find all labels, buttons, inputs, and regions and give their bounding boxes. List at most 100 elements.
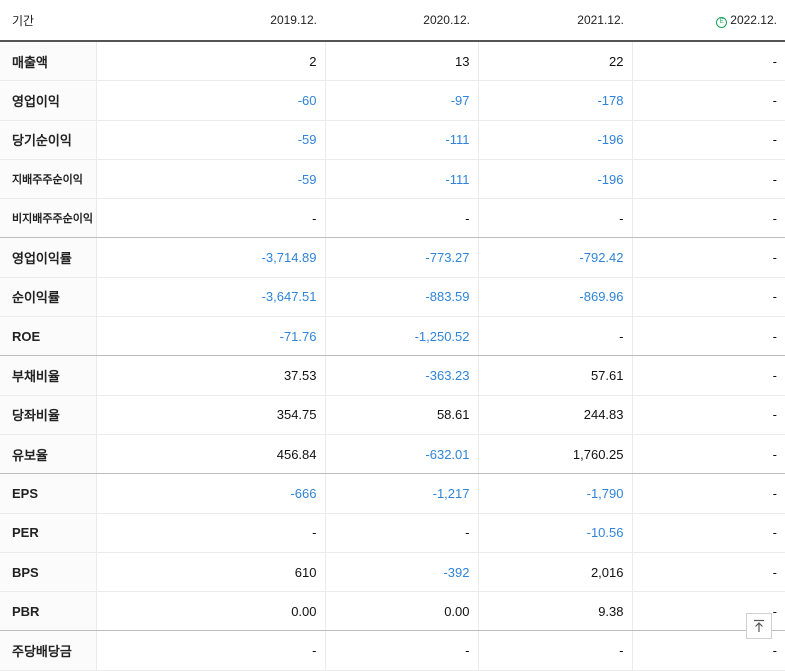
row-value: 0.00 bbox=[324, 591, 478, 632]
period-2020: 2020.12. bbox=[325, 0, 478, 42]
row-value: -97 bbox=[324, 80, 478, 121]
row-value: -883.59 bbox=[324, 277, 478, 318]
row-value: -60 bbox=[95, 80, 325, 121]
row-value: -59 bbox=[95, 159, 325, 200]
row-value: - bbox=[324, 513, 478, 553]
row-value: 37.53 bbox=[95, 355, 325, 396]
row-value: 1,760.25 bbox=[477, 434, 632, 475]
row-value: 2,016 bbox=[477, 552, 632, 593]
row-value: 0.00 bbox=[95, 591, 325, 632]
row-value: 9.38 bbox=[477, 591, 632, 632]
table-row: 영업이익 -60 -97 -178- bbox=[0, 80, 785, 121]
row-label: 당기순이익 bbox=[0, 120, 96, 160]
table-row: 영업이익률 -3,714.89 -773.27 -792.42- bbox=[0, 237, 785, 278]
row-value: -71.76 bbox=[95, 316, 325, 357]
row-value: 2 bbox=[95, 41, 325, 82]
row-value: - bbox=[631, 41, 785, 82]
row-value: - bbox=[631, 80, 785, 121]
row-value: 57.61 bbox=[477, 355, 632, 396]
table-row: BPS 610 -392 2,016- bbox=[0, 552, 785, 593]
row-value: -792.42 bbox=[477, 237, 632, 278]
row-label: 영업이익률 bbox=[0, 237, 96, 278]
row-value: - bbox=[95, 630, 325, 671]
row-label: 매출액 bbox=[0, 41, 96, 82]
row-value: - bbox=[631, 473, 785, 514]
row-value: -363.23 bbox=[324, 355, 478, 396]
table-row: 순이익률 -3,647.51 -883.59 -869.96- bbox=[0, 277, 785, 318]
row-label: 주당배당금 bbox=[0, 630, 96, 671]
row-value: -632.01 bbox=[324, 434, 478, 475]
row-value: -392 bbox=[324, 552, 478, 593]
row-value: - bbox=[477, 198, 632, 239]
row-value: - bbox=[631, 434, 785, 475]
table-row: 유보율 456.84 -632.01 1,760.25- bbox=[0, 434, 785, 475]
row-value: -1,790 bbox=[477, 473, 632, 514]
row-label: 부채비율 bbox=[0, 355, 96, 396]
table-row: EPS -666 -1,217 -1,790- bbox=[0, 473, 785, 514]
table-row: ROE -71.76 -1,250.52- - bbox=[0, 316, 785, 357]
row-value: -666 bbox=[95, 473, 325, 514]
table-row: 매출액 2 13 22- bbox=[0, 41, 785, 82]
table-row: 부채비율 37.53 -363.23 57.61- bbox=[0, 355, 785, 396]
row-value: -196 bbox=[477, 120, 632, 160]
estimate-icon: E bbox=[716, 16, 728, 28]
row-value: -869.96 bbox=[477, 277, 632, 318]
table-row: 지배주주순이익 -59 -111 -196- bbox=[0, 159, 785, 200]
row-value: 456.84 bbox=[95, 434, 325, 475]
row-label: 순이익률 bbox=[0, 277, 96, 318]
row-value: - bbox=[95, 513, 325, 553]
row-value: - bbox=[324, 630, 478, 671]
table-row: 당기순이익 -59 -111 -196- bbox=[0, 120, 785, 160]
row-value: 244.83 bbox=[477, 395, 632, 435]
table-row: 당좌비율 354.75 58.61 244.83- bbox=[0, 395, 785, 435]
row-value: - bbox=[631, 237, 785, 278]
row-value: - bbox=[631, 355, 785, 396]
row-value: 610 bbox=[95, 552, 325, 593]
row-value: -59 bbox=[95, 120, 325, 160]
row-value: -1,217 bbox=[324, 473, 478, 514]
row-label: 영업이익 bbox=[0, 80, 96, 121]
row-value: -196 bbox=[477, 159, 632, 200]
row-label: 당좌비율 bbox=[0, 395, 96, 435]
row-value: -111 bbox=[324, 120, 478, 160]
row-value: - bbox=[631, 277, 785, 318]
row-label: 유보율 bbox=[0, 434, 96, 475]
row-value: -1,250.52 bbox=[324, 316, 478, 357]
row-value: - bbox=[324, 198, 478, 239]
row-value: 58.61 bbox=[324, 395, 478, 435]
row-value: - bbox=[631, 316, 785, 357]
row-value: -3,647.51 bbox=[95, 277, 325, 318]
row-value: - bbox=[631, 120, 785, 160]
row-value: 13 bbox=[324, 41, 478, 82]
row-value: - bbox=[477, 316, 632, 357]
row-label: 비지배주주순이익 bbox=[0, 198, 96, 239]
period-2022-estimate: E 2022.12. bbox=[632, 0, 785, 42]
period-2019: 2019.12. bbox=[96, 0, 325, 42]
row-label: 지배주주순이익 bbox=[0, 159, 96, 200]
row-value: -178 bbox=[477, 80, 632, 121]
row-value: -10.56 bbox=[477, 513, 632, 553]
row-value: - bbox=[631, 513, 785, 553]
table-body: 매출액 2 13 22- 영업이익 -60 -97 -178- 당기순이익 -59 -111 -196… bbox=[0, 41, 785, 671]
period-header-label: 기간 bbox=[0, 0, 96, 42]
row-value: -3,714.89 bbox=[95, 237, 325, 278]
row-label: ROE bbox=[0, 316, 96, 357]
table-row: PER - - -10.56- bbox=[0, 513, 785, 553]
table-row: PBR 0.00 0.00 9.38- bbox=[0, 591, 785, 632]
scroll-top-button[interactable] bbox=[746, 613, 772, 639]
arrow-up-to-top-icon bbox=[754, 619, 764, 632]
row-value: -111 bbox=[324, 159, 478, 200]
row-label: PER bbox=[0, 513, 96, 553]
row-label: BPS bbox=[0, 552, 96, 593]
row-value: - bbox=[477, 630, 632, 671]
row-label: PBR bbox=[0, 591, 96, 632]
row-value: - bbox=[631, 198, 785, 239]
row-value: - bbox=[95, 198, 325, 239]
table-row: 주당배당금 - - - - bbox=[0, 630, 785, 671]
header-row: 기간 2019.12. 2020.12. 2021.12. E 2022.12. bbox=[0, 0, 785, 42]
table-row: 비지배주주순이익 - - - - bbox=[0, 198, 785, 239]
period-2022-label: 2022.12. bbox=[730, 12, 777, 27]
row-value: - bbox=[631, 552, 785, 593]
row-label: EPS bbox=[0, 473, 96, 514]
